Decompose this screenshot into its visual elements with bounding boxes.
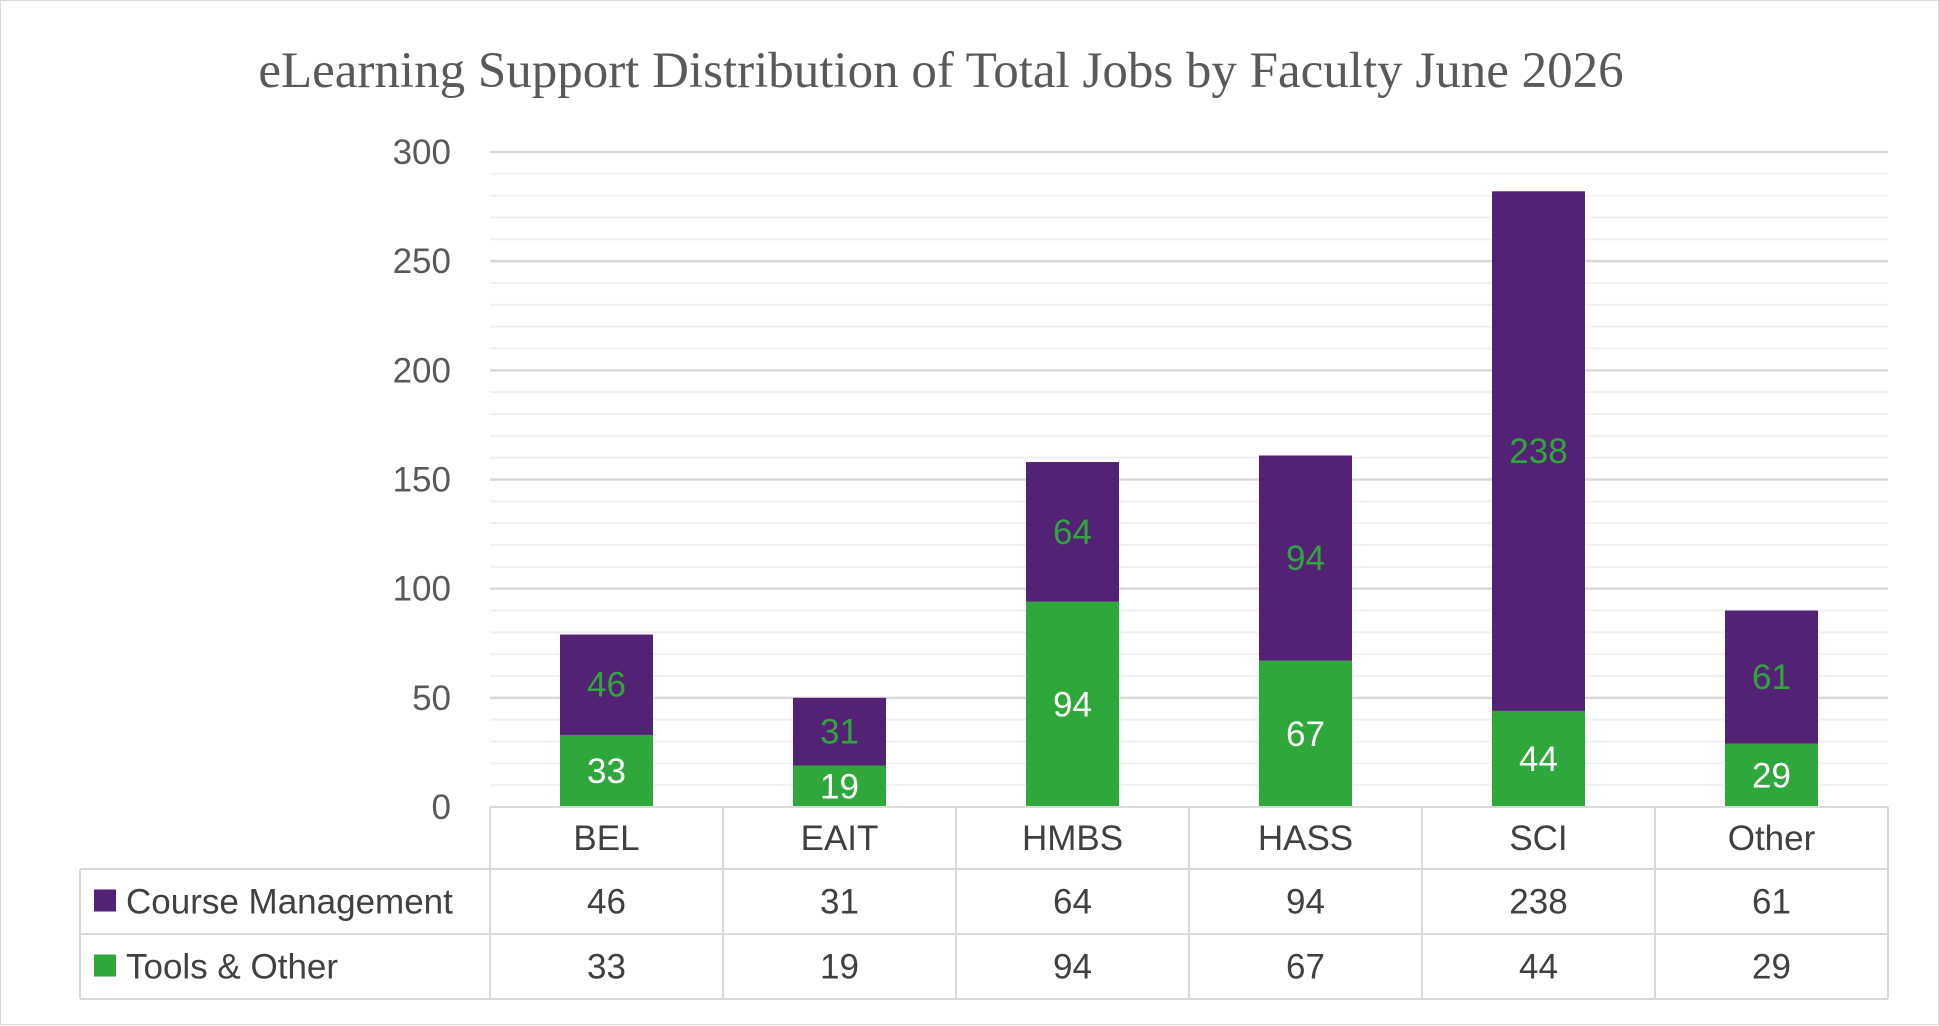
gridlines xyxy=(490,150,1888,787)
x-category-label: BEL xyxy=(573,819,639,858)
bar-segment xyxy=(793,765,886,807)
table-cell: 33 xyxy=(587,948,626,987)
legend-label: Tools & Other xyxy=(126,948,338,987)
table-cell: 67 xyxy=(1286,948,1325,987)
bars xyxy=(560,191,1818,807)
table-cell: 238 xyxy=(1509,883,1567,922)
table-cell: 64 xyxy=(1053,883,1092,922)
chart-title: eLearning Support Distribution of Total … xyxy=(258,43,1623,99)
data-label: 44 xyxy=(1519,740,1558,779)
y-tick-label: 50 xyxy=(412,679,451,718)
bar-segment xyxy=(1725,610,1818,744)
y-tick-label: 250 xyxy=(393,242,451,281)
table-cell: 61 xyxy=(1752,883,1791,922)
bar-segment xyxy=(560,734,653,807)
data-label: 238 xyxy=(1509,432,1567,471)
data-label: 64 xyxy=(1053,513,1092,552)
legend-swatch xyxy=(94,889,116,912)
table-cell: 46 xyxy=(587,883,626,922)
data-label: 67 xyxy=(1286,715,1325,754)
table-cell: 19 xyxy=(820,948,859,987)
bar-segment xyxy=(1492,710,1585,807)
bar-segment xyxy=(560,634,653,735)
legend-label: Course Management xyxy=(126,883,453,922)
x-category-label: EAIT xyxy=(801,819,879,858)
legend-swatch xyxy=(94,954,116,977)
table-cell: 44 xyxy=(1519,948,1558,987)
data-label: 29 xyxy=(1752,756,1791,795)
bar-segment xyxy=(1026,601,1119,807)
x-category-label: HMBS xyxy=(1022,819,1123,858)
data-label: 33 xyxy=(587,752,626,791)
y-tick-label: 200 xyxy=(393,351,451,390)
table-cell: 94 xyxy=(1286,883,1325,922)
y-tick-label: 100 xyxy=(393,570,451,609)
x-category-label: Other xyxy=(1728,819,1816,858)
x-category-label: HASS xyxy=(1258,819,1353,858)
table-cell: 31 xyxy=(820,883,859,922)
y-axis-ticks: 0 50 100 150 200 250 300 xyxy=(393,133,451,827)
data-labels: 33 46 19 31 94 64 67 94 44 238 29 61 xyxy=(587,432,1791,806)
data-label: 94 xyxy=(1286,539,1325,578)
y-tick-label: 300 xyxy=(393,133,451,172)
x-category-label: SCI xyxy=(1509,819,1567,858)
y-tick-label: 150 xyxy=(393,461,451,500)
table-cell: 29 xyxy=(1752,948,1791,987)
data-label: 61 xyxy=(1752,658,1791,697)
table-cell: 94 xyxy=(1053,948,1092,987)
data-label: 31 xyxy=(820,713,859,752)
data-label: 46 xyxy=(587,666,626,705)
data-table: BEL EAIT HMBS HASS SCI Other Course Management… xyxy=(79,806,1889,1000)
bar-segment xyxy=(1492,191,1585,711)
bar-segment xyxy=(1259,455,1352,661)
data-label: 94 xyxy=(1053,685,1092,724)
bar-segment xyxy=(793,697,886,766)
bar-segment xyxy=(1259,660,1352,807)
bar-segment xyxy=(1026,462,1119,602)
bar-segment xyxy=(1725,743,1818,807)
y-tick-label: 0 xyxy=(432,788,451,827)
data-label: 19 xyxy=(820,767,859,806)
